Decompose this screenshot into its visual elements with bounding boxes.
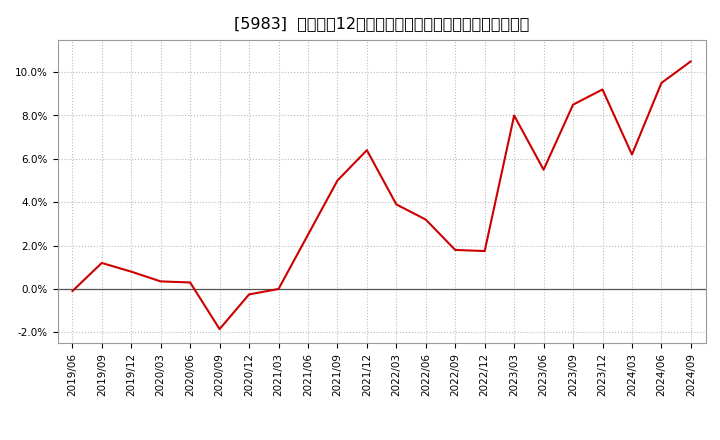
Title: [5983]  売上高の12か月移動合計の対前年同期増減率の推移: [5983] 売上高の12か月移動合計の対前年同期増減率の推移: [234, 16, 529, 32]
